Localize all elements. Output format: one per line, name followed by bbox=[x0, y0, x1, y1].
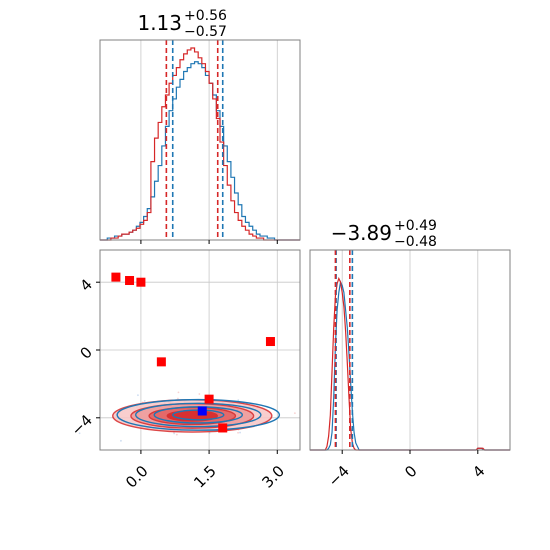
red-square-marker-6 bbox=[218, 423, 228, 433]
scatter-sample-dot bbox=[78, 432, 81, 435]
top-hist-title-median: 1.13 bbox=[137, 11, 182, 35]
scatter-sample-dot bbox=[237, 399, 240, 402]
top-hist-title-plus: +0.56 bbox=[184, 8, 227, 24]
scatter-xtick-label-0: 0.0 bbox=[122, 462, 152, 492]
red-square-marker-0 bbox=[111, 272, 121, 282]
right-hist-title-minus: −0.48 bbox=[394, 234, 437, 250]
scatter-sample-dot bbox=[239, 431, 241, 434]
right-hist-xtick-label-1: 0 bbox=[401, 462, 420, 481]
red-square-marker-1 bbox=[125, 276, 135, 286]
scatter-sample-dot bbox=[177, 397, 179, 400]
scatter-sample-dot bbox=[237, 431, 239, 434]
scatter-xtick-label-1: 1.5 bbox=[190, 462, 220, 492]
red-square-marker-2 bbox=[136, 277, 146, 287]
blue-contour-1 bbox=[134, 402, 262, 428]
scatter-sample-dot bbox=[198, 393, 201, 395]
red-square-marker-4 bbox=[265, 337, 275, 347]
top-hist-series-0 bbox=[100, 61, 300, 241]
red-square-marker-3 bbox=[156, 357, 166, 367]
red-square-marker-5 bbox=[204, 394, 214, 404]
scatter-xtick-label-2: 3.0 bbox=[258, 462, 288, 492]
panel-frame-0 bbox=[99, 39, 301, 241]
scatter-sample-dot bbox=[293, 412, 296, 415]
scatter-sample-dot bbox=[208, 432, 211, 434]
scatter-sample-dot bbox=[173, 432, 176, 435]
top-hist-title-minus: −0.57 bbox=[184, 24, 227, 40]
top-hist-series-1 bbox=[100, 47, 300, 241]
scatter-sample-dot bbox=[177, 391, 180, 394]
scatter-sample-dot bbox=[143, 399, 146, 402]
scatter-ytick-label-0: −4 bbox=[68, 411, 96, 439]
scatter-sample-dot bbox=[120, 439, 122, 442]
blue-contour-0 bbox=[116, 398, 281, 431]
right-hist-title-plus: +0.49 bbox=[394, 218, 437, 234]
scatter-sample-dot bbox=[137, 394, 139, 397]
right-hist-title-median: −3.89 bbox=[331, 221, 392, 245]
blue-square-marker-0 bbox=[197, 406, 207, 416]
right-hist-xtick-label-0: −4 bbox=[325, 462, 353, 490]
right-hist-xtick-label-2: 4 bbox=[469, 462, 488, 481]
scatter-sample-dot bbox=[175, 433, 178, 436]
scatter-ytick-label-2: 4 bbox=[77, 275, 96, 294]
scatter-ytick-label-1: 0 bbox=[77, 343, 96, 362]
